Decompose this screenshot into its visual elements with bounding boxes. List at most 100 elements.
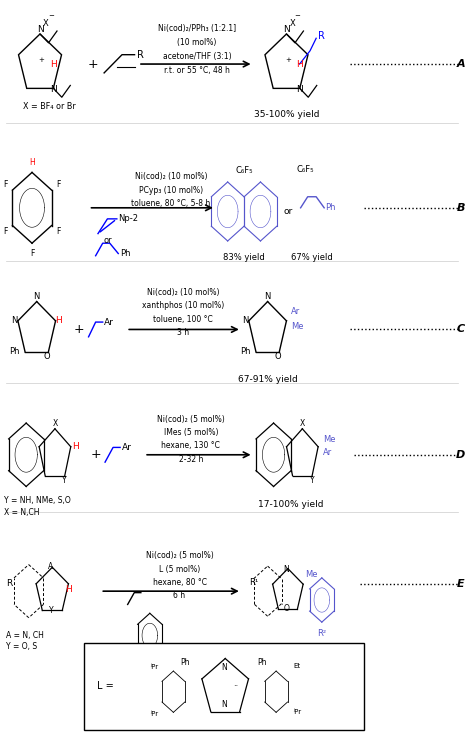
Text: Ph: Ph: [120, 249, 131, 258]
Text: X = N,CH: X = N,CH: [4, 508, 39, 517]
Text: N: N: [242, 316, 249, 326]
Text: Ar: Ar: [121, 443, 131, 452]
Text: Ar: Ar: [291, 308, 301, 317]
Text: N: N: [264, 292, 271, 301]
Text: O: O: [274, 352, 281, 361]
Text: Me: Me: [323, 435, 335, 444]
Text: C₆F₅: C₆F₅: [235, 166, 253, 175]
Text: N: N: [11, 316, 18, 326]
Text: O: O: [44, 352, 50, 361]
Text: −: −: [294, 13, 300, 19]
Text: r.t. or 55 °C, 48 h: r.t. or 55 °C, 48 h: [164, 66, 230, 75]
Text: toluene, 80 °C, 5-8 h: toluene, 80 °C, 5-8 h: [131, 199, 210, 208]
Text: ʲPr: ʲPr: [150, 665, 159, 670]
Text: +: +: [91, 448, 101, 461]
Text: Ar: Ar: [323, 448, 332, 457]
Text: 67-91% yield: 67-91% yield: [238, 375, 298, 384]
Text: Y: Y: [48, 606, 53, 615]
Text: A = N, CH: A = N, CH: [6, 631, 44, 640]
Text: C₆F₅: C₆F₅: [297, 165, 314, 174]
Text: A: A: [48, 562, 54, 571]
Text: N: N: [221, 663, 227, 672]
Text: or: or: [103, 237, 112, 246]
Text: Ph: Ph: [181, 658, 190, 667]
Text: 35-100% yield: 35-100% yield: [254, 110, 319, 118]
Text: 17-100% yield: 17-100% yield: [258, 500, 324, 509]
Text: F: F: [56, 227, 60, 236]
Text: N: N: [296, 85, 303, 95]
Text: hexane, 130 °C: hexane, 130 °C: [161, 442, 220, 451]
Text: Et: Et: [293, 663, 301, 669]
Text: O: O: [283, 605, 290, 613]
Text: A: A: [456, 59, 465, 69]
Text: R²: R²: [145, 664, 155, 673]
Text: C: C: [457, 324, 465, 334]
Text: PCyp₃ (10 mol%): PCyp₃ (10 mol%): [139, 186, 203, 195]
Text: ʲPr: ʲPr: [150, 711, 159, 717]
Text: F: F: [56, 180, 60, 189]
Text: R²: R²: [317, 630, 327, 639]
Text: 83% yield: 83% yield: [223, 253, 265, 263]
Text: B: B: [456, 203, 465, 213]
Text: Me: Me: [305, 571, 318, 579]
Text: Ni(cod)₂ (10 mol%): Ni(cod)₂ (10 mol%): [146, 288, 219, 297]
Text: N: N: [50, 85, 57, 95]
Bar: [84, 643, 364, 730]
Text: hexane, 80 °C: hexane, 80 °C: [153, 578, 207, 587]
Text: D: D: [456, 450, 465, 460]
Text: −: −: [48, 13, 54, 19]
Text: ··: ··: [233, 682, 238, 691]
Text: L =: L =: [97, 682, 114, 691]
Text: or: or: [283, 207, 292, 216]
Text: Ph: Ph: [257, 658, 267, 667]
Text: (10 mol%): (10 mol%): [177, 38, 217, 47]
Text: X: X: [52, 419, 57, 428]
Text: +: +: [74, 323, 84, 336]
Text: Ni(cod)₂ (5 mol%): Ni(cod)₂ (5 mol%): [146, 551, 213, 560]
Text: xanthphos (10 mol%): xanthphos (10 mol%): [142, 301, 224, 310]
Text: Y = NH, NMe, S,O: Y = NH, NMe, S,O: [4, 496, 71, 505]
Text: F: F: [30, 249, 34, 258]
Text: N: N: [283, 25, 290, 34]
Text: N: N: [221, 700, 227, 709]
Text: Np-2: Np-2: [118, 215, 138, 223]
Text: X: X: [300, 419, 305, 428]
Text: N: N: [283, 565, 289, 574]
Text: H: H: [65, 585, 72, 594]
Text: X: X: [43, 18, 48, 28]
Text: +: +: [88, 58, 99, 70]
Text: Ph: Ph: [240, 348, 250, 357]
Text: 65-98% yield: 65-98% yield: [264, 653, 323, 662]
Text: Y: Y: [63, 476, 67, 485]
Text: +: +: [285, 57, 291, 63]
Text: N: N: [34, 292, 40, 301]
Text: F: F: [4, 227, 8, 236]
Text: R: R: [318, 31, 325, 41]
Text: R¹: R¹: [249, 578, 258, 587]
Text: R: R: [137, 50, 144, 60]
Text: Ni(cod)₂ (10 mol%): Ni(cod)₂ (10 mol%): [135, 172, 207, 181]
Text: Me: Me: [291, 322, 304, 332]
Text: +: +: [38, 57, 45, 63]
Text: H: H: [50, 59, 56, 69]
Text: Ph: Ph: [326, 204, 336, 212]
Text: N: N: [36, 25, 44, 34]
Text: Ni(cod)₂ (5 mol%): Ni(cod)₂ (5 mol%): [157, 415, 225, 424]
Text: 6 h: 6 h: [173, 591, 186, 600]
Text: Ar: Ar: [104, 317, 114, 326]
Text: L (5 mol%): L (5 mol%): [159, 565, 200, 574]
Text: acetone/THF (3:1): acetone/THF (3:1): [163, 53, 231, 61]
Text: 2-32 h: 2-32 h: [179, 454, 203, 464]
Text: Ni(cod)₂/PPh₃ (1:2.1]: Ni(cod)₂/PPh₃ (1:2.1]: [158, 24, 236, 33]
Text: R: R: [6, 579, 12, 588]
Text: X = BF₄ or Br: X = BF₄ or Br: [23, 102, 75, 111]
Text: toluene, 100 °C: toluene, 100 °C: [153, 314, 213, 323]
Text: Ph: Ph: [9, 348, 19, 357]
Text: Y = O, S: Y = O, S: [6, 642, 37, 651]
Text: IMes (5 mol%): IMes (5 mol%): [164, 428, 218, 437]
Text: X: X: [289, 18, 295, 28]
Text: H: H: [29, 158, 35, 166]
Text: Y: Y: [310, 476, 314, 485]
Text: 67% yield: 67% yield: [291, 253, 332, 263]
Text: H: H: [296, 59, 303, 69]
